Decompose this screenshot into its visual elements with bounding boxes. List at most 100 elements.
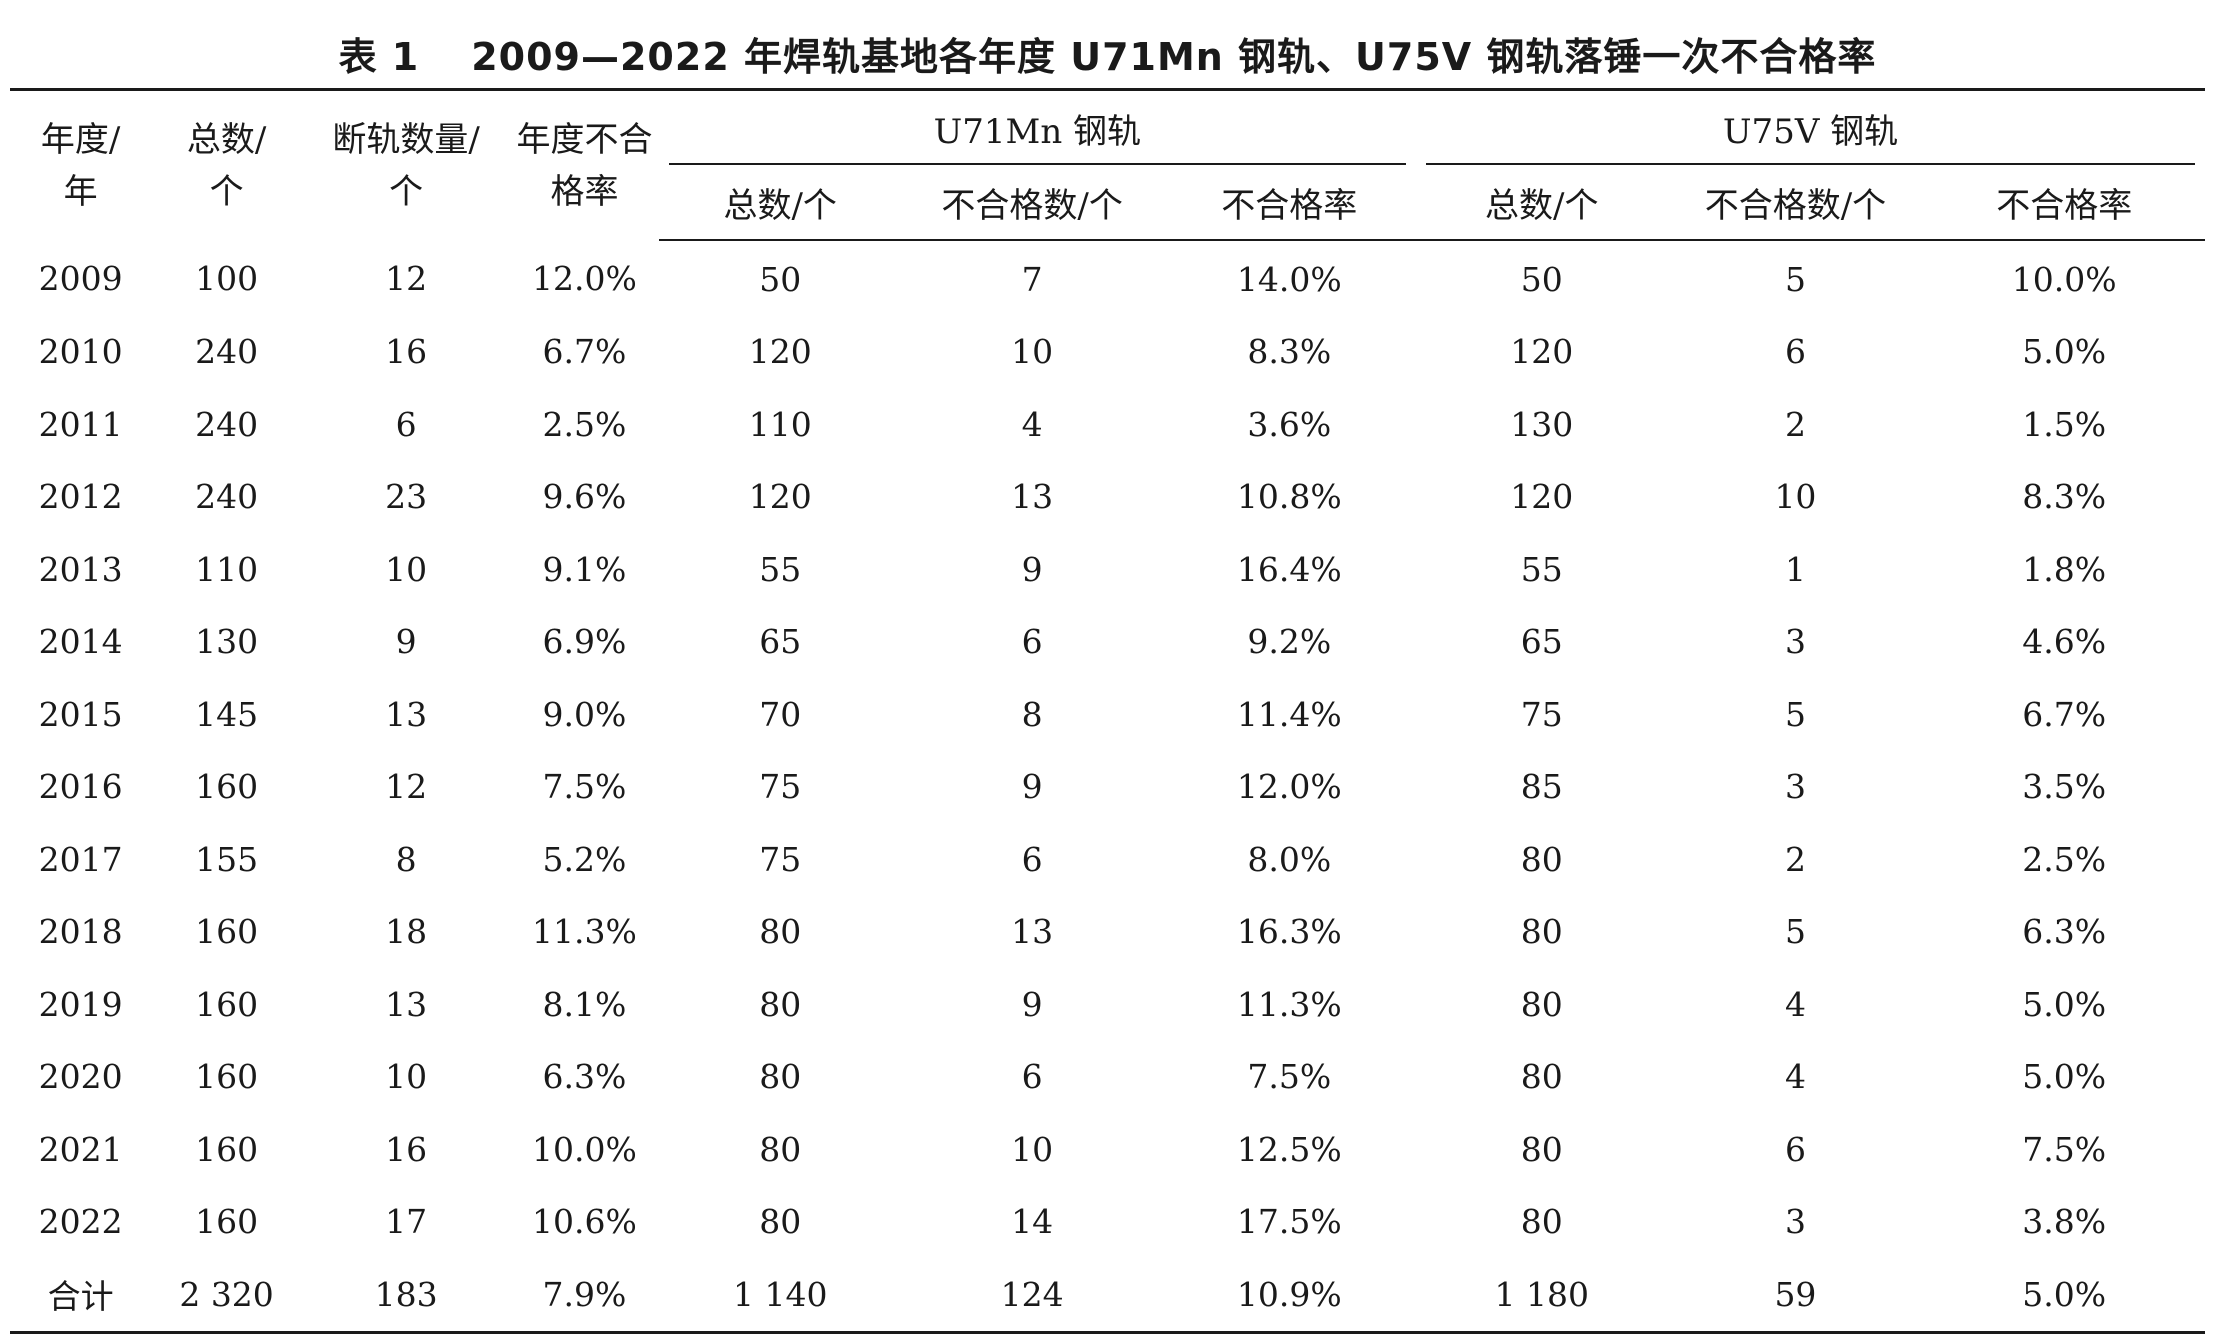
cell-u75v-fail-rate: 5.0% <box>2022 332 2107 372</box>
cell-u75v-total: 85 <box>1520 767 1563 807</box>
cell-annual-fail-rate: 8.1% <box>542 984 627 1024</box>
cell-annual-fail-rate: 7.5% <box>542 767 627 807</box>
cell-year: 2011 <box>38 404 123 444</box>
cell-total: 160 <box>195 912 259 952</box>
col-header-total-line1: 总数/ <box>186 119 267 160</box>
cell-u75v-fail-rate: 3.5% <box>2022 767 2107 807</box>
cell-year: 2013 <box>38 549 123 589</box>
cell-annual-fail-rate: 9.6% <box>542 477 627 517</box>
cell-u75v-fail-rate: 6.7% <box>2022 694 2107 734</box>
cell-total: 160 <box>195 1129 259 1169</box>
cell-annual-fail-rate: 5.2% <box>542 839 627 879</box>
table-number: 表 1 <box>338 35 420 79</box>
cell-annual-fail-rate: 9.1% <box>542 549 627 589</box>
cell-u75v-total: 80 <box>1520 1057 1563 1097</box>
cell-total: 160 <box>195 984 259 1024</box>
cell-year: 2020 <box>38 1057 123 1097</box>
cell-broken-count: 12 <box>385 259 428 299</box>
cell-u71mn-fail-rate: 9.2% <box>1247 622 1332 662</box>
col-header-broken-line2: 个 <box>389 171 424 212</box>
cell-u75v-fail-count: 4 <box>1784 1057 1806 1097</box>
cell-u75v-fail-rate: 2.5% <box>2022 839 2107 879</box>
cell-u75v-fail-count: 5 <box>1784 912 1806 952</box>
col-header-u75v-total: 总数/个 <box>1416 165 1668 241</box>
col-header-annual-rate: 年度不合 格率 <box>510 88 659 240</box>
table-row: 2019 160 13 8.1% 80 9 11.3% 80 4 5.0% <box>10 968 2205 1041</box>
cell-u71mn-fail-count: 6 <box>1021 839 1043 879</box>
group-header-u71mn: U71Mn 钢轨 <box>658 88 1417 165</box>
cell-u71mn-fail-count: 7 <box>1021 259 1043 299</box>
cell-u75v-fail-count: 5 <box>1784 694 1806 734</box>
cell-u71mn-fail-count: 4 <box>1021 404 1043 444</box>
cell-u75v-total: 80 <box>1520 1202 1563 1242</box>
cell-broken-count: 13 <box>385 694 428 734</box>
cell-total: 100 <box>195 259 259 299</box>
cell-u71mn-total: 65 <box>759 622 802 662</box>
total-row: 合计 2 320 183 7.9% 1 140 124 10.9% 1 180 59 5.0% <box>10 1258 2205 1334</box>
cell-u71mn-fail-count: 14 <box>1011 1202 1054 1242</box>
cell-broken-count: 17 <box>385 1202 428 1242</box>
group-header-u75v: U75V 钢轨 <box>1416 88 2205 165</box>
total-cell-u71mn-total: 1 140 <box>658 1258 902 1334</box>
cell-broken-count: 6 <box>395 404 417 444</box>
total-cell-u75v-total: 1 180 <box>1416 1258 1668 1334</box>
cell-u75v-fail-count: 2 <box>1784 839 1806 879</box>
cell-u75v-total: 65 <box>1520 622 1563 662</box>
total-cell-total: 2 320 <box>151 1258 302 1334</box>
table-row: 2015 145 13 9.0% 70 8 11.4% 75 5 6.7% <box>10 678 2205 751</box>
cell-annual-fail-rate: 6.3% <box>542 1057 627 1097</box>
cell-year: 2015 <box>38 694 123 734</box>
data-table: 年度/ 年 总数/ 个 断轨数量/ 个 年度不合 格率 U71Mn 钢轨 U75… <box>10 88 2205 1334</box>
total-cell-u71mn-fail-rate: 10.9% <box>1162 1258 1417 1334</box>
total-cell-year: 合计 <box>10 1258 152 1334</box>
cell-u75v-fail-count: 6 <box>1784 332 1806 372</box>
group-rule-u71mn <box>668 163 1407 165</box>
table-row: 2022 160 17 10.6% 80 14 17.5% 80 3 3.8% <box>10 1186 2205 1259</box>
cell-total: 130 <box>195 622 259 662</box>
cell-annual-fail-rate: 12.0% <box>532 259 637 299</box>
cell-u75v-fail-count: 3 <box>1784 622 1806 662</box>
col-header-u71mn-total: 总数/个 <box>658 165 902 241</box>
cell-u75v-fail-count: 10 <box>1774 477 1817 517</box>
table-caption: 2009—2022 年焊轨基地各年度 U71Mn 钢轨、U75V 钢轨落锤一次不… <box>471 35 1877 79</box>
table-row: 2012 240 23 9.6% 120 13 10.8% 120 10 8.3% <box>10 461 2205 534</box>
table-row: 2017 155 8 5.2% 75 6 8.0% 80 2 2.5% <box>10 823 2205 896</box>
cell-u75v-total: 130 <box>1510 404 1574 444</box>
cell-u75v-total: 50 <box>1520 259 1563 299</box>
cell-total: 160 <box>195 1057 259 1097</box>
total-cell-broken-count: 183 <box>301 1258 511 1334</box>
table-row: 2013 110 10 9.1% 55 9 16.4% 55 1 1.8% <box>10 533 2205 606</box>
table-row: 2018 160 18 11.3% 80 13 16.3% 80 5 6.3% <box>10 896 2205 969</box>
cell-u71mn-fail-count: 9 <box>1021 984 1043 1024</box>
cell-u71mn-fail-count: 10 <box>1011 332 1054 372</box>
cell-u71mn-fail-rate: 11.4% <box>1236 694 1342 734</box>
cell-year: 2018 <box>38 912 123 952</box>
cell-u75v-fail-rate: 8.3% <box>2022 477 2107 517</box>
cell-broken-count: 10 <box>385 549 428 589</box>
table-row: 2010 240 16 6.7% 120 10 8.3% 120 6 5.0% <box>10 316 2205 389</box>
cell-u71mn-total: 120 <box>748 332 812 372</box>
cell-u71mn-fail-rate: 12.5% <box>1236 1129 1342 1169</box>
col-header-year-line1: 年度/ <box>40 119 121 160</box>
cell-broken-count: 16 <box>385 1129 428 1169</box>
col-header-broken: 断轨数量/ 个 <box>301 88 511 240</box>
cell-u75v-total: 80 <box>1520 912 1563 952</box>
cell-u71mn-total: 80 <box>759 1129 802 1169</box>
table-row: 2016 160 12 7.5% 75 9 12.0% 85 3 3.5% <box>10 751 2205 824</box>
cell-annual-fail-rate: 9.0% <box>542 694 627 734</box>
cell-u71mn-fail-rate: 8.0% <box>1247 839 1332 879</box>
cell-u71mn-fail-count: 6 <box>1021 622 1043 662</box>
cell-annual-fail-rate: 6.9% <box>542 622 627 662</box>
cell-u75v-total: 80 <box>1520 1129 1563 1169</box>
cell-year: 2014 <box>38 622 123 662</box>
cell-broken-count: 10 <box>385 1057 428 1097</box>
cell-broken-count: 8 <box>395 839 417 879</box>
cell-broken-count: 18 <box>385 912 428 952</box>
cell-u75v-fail-rate: 10.0% <box>2011 259 2117 299</box>
cell-year: 2009 <box>38 259 123 299</box>
cell-u71mn-total: 55 <box>759 549 802 589</box>
total-cell-u71mn-fail-count: 124 <box>901 1258 1163 1334</box>
col-header-year: 年度/ 年 <box>10 88 152 240</box>
total-cell-annual-fail-rate: 7.9% <box>510 1258 659 1334</box>
cell-broken-count: 23 <box>385 477 428 517</box>
